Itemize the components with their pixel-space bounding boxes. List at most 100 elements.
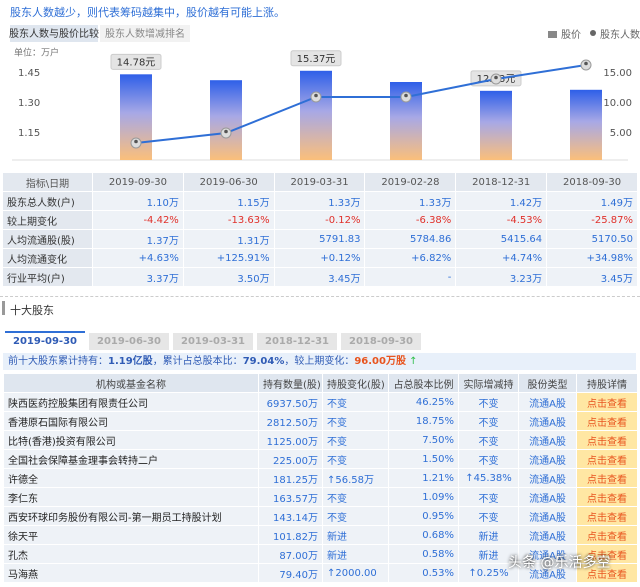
detail-link[interactable]: 点击查看 — [576, 487, 638, 507]
cell: 流通A股 — [518, 449, 577, 469]
tab[interactable] — [10, 25, 98, 42]
summary-text: ，累计占总股本比： — [152, 356, 243, 367]
legend-icon — [548, 31, 557, 38]
cell: 2812.50万 — [258, 411, 323, 431]
detail-link[interactable]: 点击查看 — [576, 563, 638, 583]
row: 许德全 181.25万 ↑56.58万 1.21% ↑45.38% 流通A股 点击查看 — [3, 468, 638, 488]
row: 香港原石国际有限公司 2812.50万 不变 18.75% 不变 流通A股 点击查看 — [3, 411, 638, 431]
summary-text: ，较上期变化： — [284, 356, 355, 367]
header-cell: 持股变化(股) — [322, 373, 389, 393]
person-icon — [314, 93, 318, 98]
summary-value: 1.19亿股 — [108, 356, 153, 367]
cell: 1.15万 — [182, 191, 275, 211]
cell: 新进 — [322, 544, 389, 564]
cell: 6937.50万 — [258, 392, 323, 412]
summary-value: 96.00万股 — [354, 356, 406, 367]
cell: 1.31万 — [182, 229, 275, 249]
header-cell: 实际增减持 — [458, 373, 519, 393]
detail-link[interactable]: 点击查看 — [576, 544, 638, 564]
person-icon — [584, 61, 588, 66]
cell: 1.09% — [388, 487, 459, 507]
period-tab[interactable]: 2019-09-30 — [5, 331, 85, 350]
detail-link[interactable]: 点击查看 — [576, 468, 638, 488]
detail-link[interactable]: 点击查看 — [576, 411, 638, 431]
cell: 1.10万 — [92, 191, 184, 211]
cell: 143.14万 — [258, 506, 323, 526]
cell: 101.82万 — [258, 525, 323, 545]
cell: 不变 — [458, 487, 519, 507]
cell: +125.91% — [182, 248, 275, 268]
row: 西安环球印务股份有限公司-第一期员工持股计划 143.14万 不变 0.95% 不变 流通… — [3, 506, 638, 526]
tab-label[interactable]: 股东人数与股价比较 — [9, 27, 99, 40]
chart: 股东人数越少，则代表筹码越集中，股价越有可能上涨。 股东人数与股价比较 股东人数… — [9, 5, 640, 161]
row-label: 人均流通股(股) — [2, 229, 93, 249]
cell: +4.74% — [455, 248, 548, 268]
holders-table: 机构或基金名称 持有数量(股) 持股变化(股) 占总股本比例 实际增减持 股份类型 持股详情… — [3, 373, 638, 583]
cell: 1.42万 — [455, 191, 548, 211]
cell: 5170.50 — [546, 229, 638, 249]
tab-label[interactable]: 股东人数增减排名 — [105, 27, 185, 40]
y-tick-label: 1.30 — [18, 98, 40, 109]
detail-link[interactable]: 点击查看 — [576, 392, 638, 412]
cell: 3.23万 — [455, 267, 548, 287]
header-cell: 2018-09-30 — [546, 172, 638, 192]
detail-link[interactable]: 点击查看 — [576, 525, 638, 545]
row: 全国社会保障基金理事会转持二户 225.00万 不变 1.50% 不变 流通A股 点击查看 — [3, 449, 638, 469]
note: 股东人数越少，则代表筹码越集中，股价越有可能上涨。 — [10, 5, 285, 19]
cell: 5415.64 — [455, 229, 548, 249]
cell: 不变 — [322, 392, 389, 412]
cell: ↑45.38% — [458, 468, 519, 488]
row: 人均流通股(股) 1.37万 1.31万 5791.83 5784.86 5415.64 5… — [2, 229, 638, 249]
person-icon — [494, 75, 498, 80]
cell: 不变 — [458, 411, 519, 431]
value-label: 15.37元 — [297, 54, 336, 65]
cell: 流通A股 — [518, 487, 577, 507]
cell: 不变 — [458, 392, 519, 412]
cell: 163.57万 — [258, 487, 323, 507]
y2-tick-label: 15.00 — [603, 68, 632, 79]
tab[interactable] — [100, 25, 190, 42]
period-tab[interactable]: 2018-12-31 — [257, 333, 337, 350]
cell: 不变 — [458, 449, 519, 469]
cell: 孔杰 — [3, 544, 259, 564]
header-row: 机构或基金名称 持有数量(股) 持股变化(股) 占总股本比例 实际增减持 股份类型 持股详情 — [3, 373, 638, 393]
row-label: 行业平均(户) — [2, 267, 93, 287]
cell: 1.33万 — [364, 191, 457, 211]
row: 陕西医药控股集团有限责任公司 6937.50万 不变 46.25% 不变 流通A股 点击查看 — [3, 392, 638, 412]
cell: 流通A股 — [518, 430, 577, 450]
header-cell: 2019-06-30 — [182, 172, 275, 192]
cell: 许德全 — [3, 468, 259, 488]
cell: 0.53% — [388, 563, 459, 583]
cell: -6.38% — [364, 210, 457, 230]
header-cell: 指标\日期 — [2, 172, 93, 192]
cell: 不变 — [322, 411, 389, 431]
header-cell: 持有数量(股) — [258, 373, 323, 393]
cell: 1.37万 — [92, 229, 184, 249]
detail-link[interactable]: 点击查看 — [576, 449, 638, 469]
cell: 比特(香港)投资有限公司 — [3, 430, 259, 450]
period-tab[interactable]: 2018-09-30 — [341, 333, 421, 350]
cell: -4.42% — [92, 210, 184, 230]
bar — [210, 80, 242, 160]
period-tab[interactable]: 2019-03-31 — [173, 333, 253, 350]
cell: 流通A股 — [518, 411, 577, 431]
cell: 0.68% — [388, 525, 459, 545]
detail-link[interactable]: 点击查看 — [576, 506, 638, 526]
up-arrow: ↑ — [405, 356, 418, 367]
row: 人均流通变化 +4.63% +125.91% +0.12% +6.82% +4.74% +3… — [2, 248, 638, 268]
detail-link[interactable]: 点击查看 — [576, 430, 638, 450]
cell: ↑56.58万 — [322, 468, 389, 488]
header-cell: 持股详情 — [576, 373, 638, 393]
summary-value: 79.04% — [242, 356, 285, 367]
cell: +6.82% — [364, 248, 457, 268]
cell: 陕西医药控股集团有限责任公司 — [3, 392, 259, 412]
period-tab[interactable]: 2019-06-30 — [89, 333, 169, 350]
header-cell: 2019-02-28 — [364, 172, 457, 192]
cell: 87.00万 — [258, 544, 323, 564]
cell: -25.87% — [546, 210, 638, 230]
summary-text: 前十大股东累计持有： — [8, 356, 108, 367]
cell: 3.45万 — [546, 267, 638, 287]
row: 李仁东 163.57万 不变 1.09% 不变 流通A股 点击查看 — [3, 487, 638, 507]
cell: 0.95% — [388, 506, 459, 526]
